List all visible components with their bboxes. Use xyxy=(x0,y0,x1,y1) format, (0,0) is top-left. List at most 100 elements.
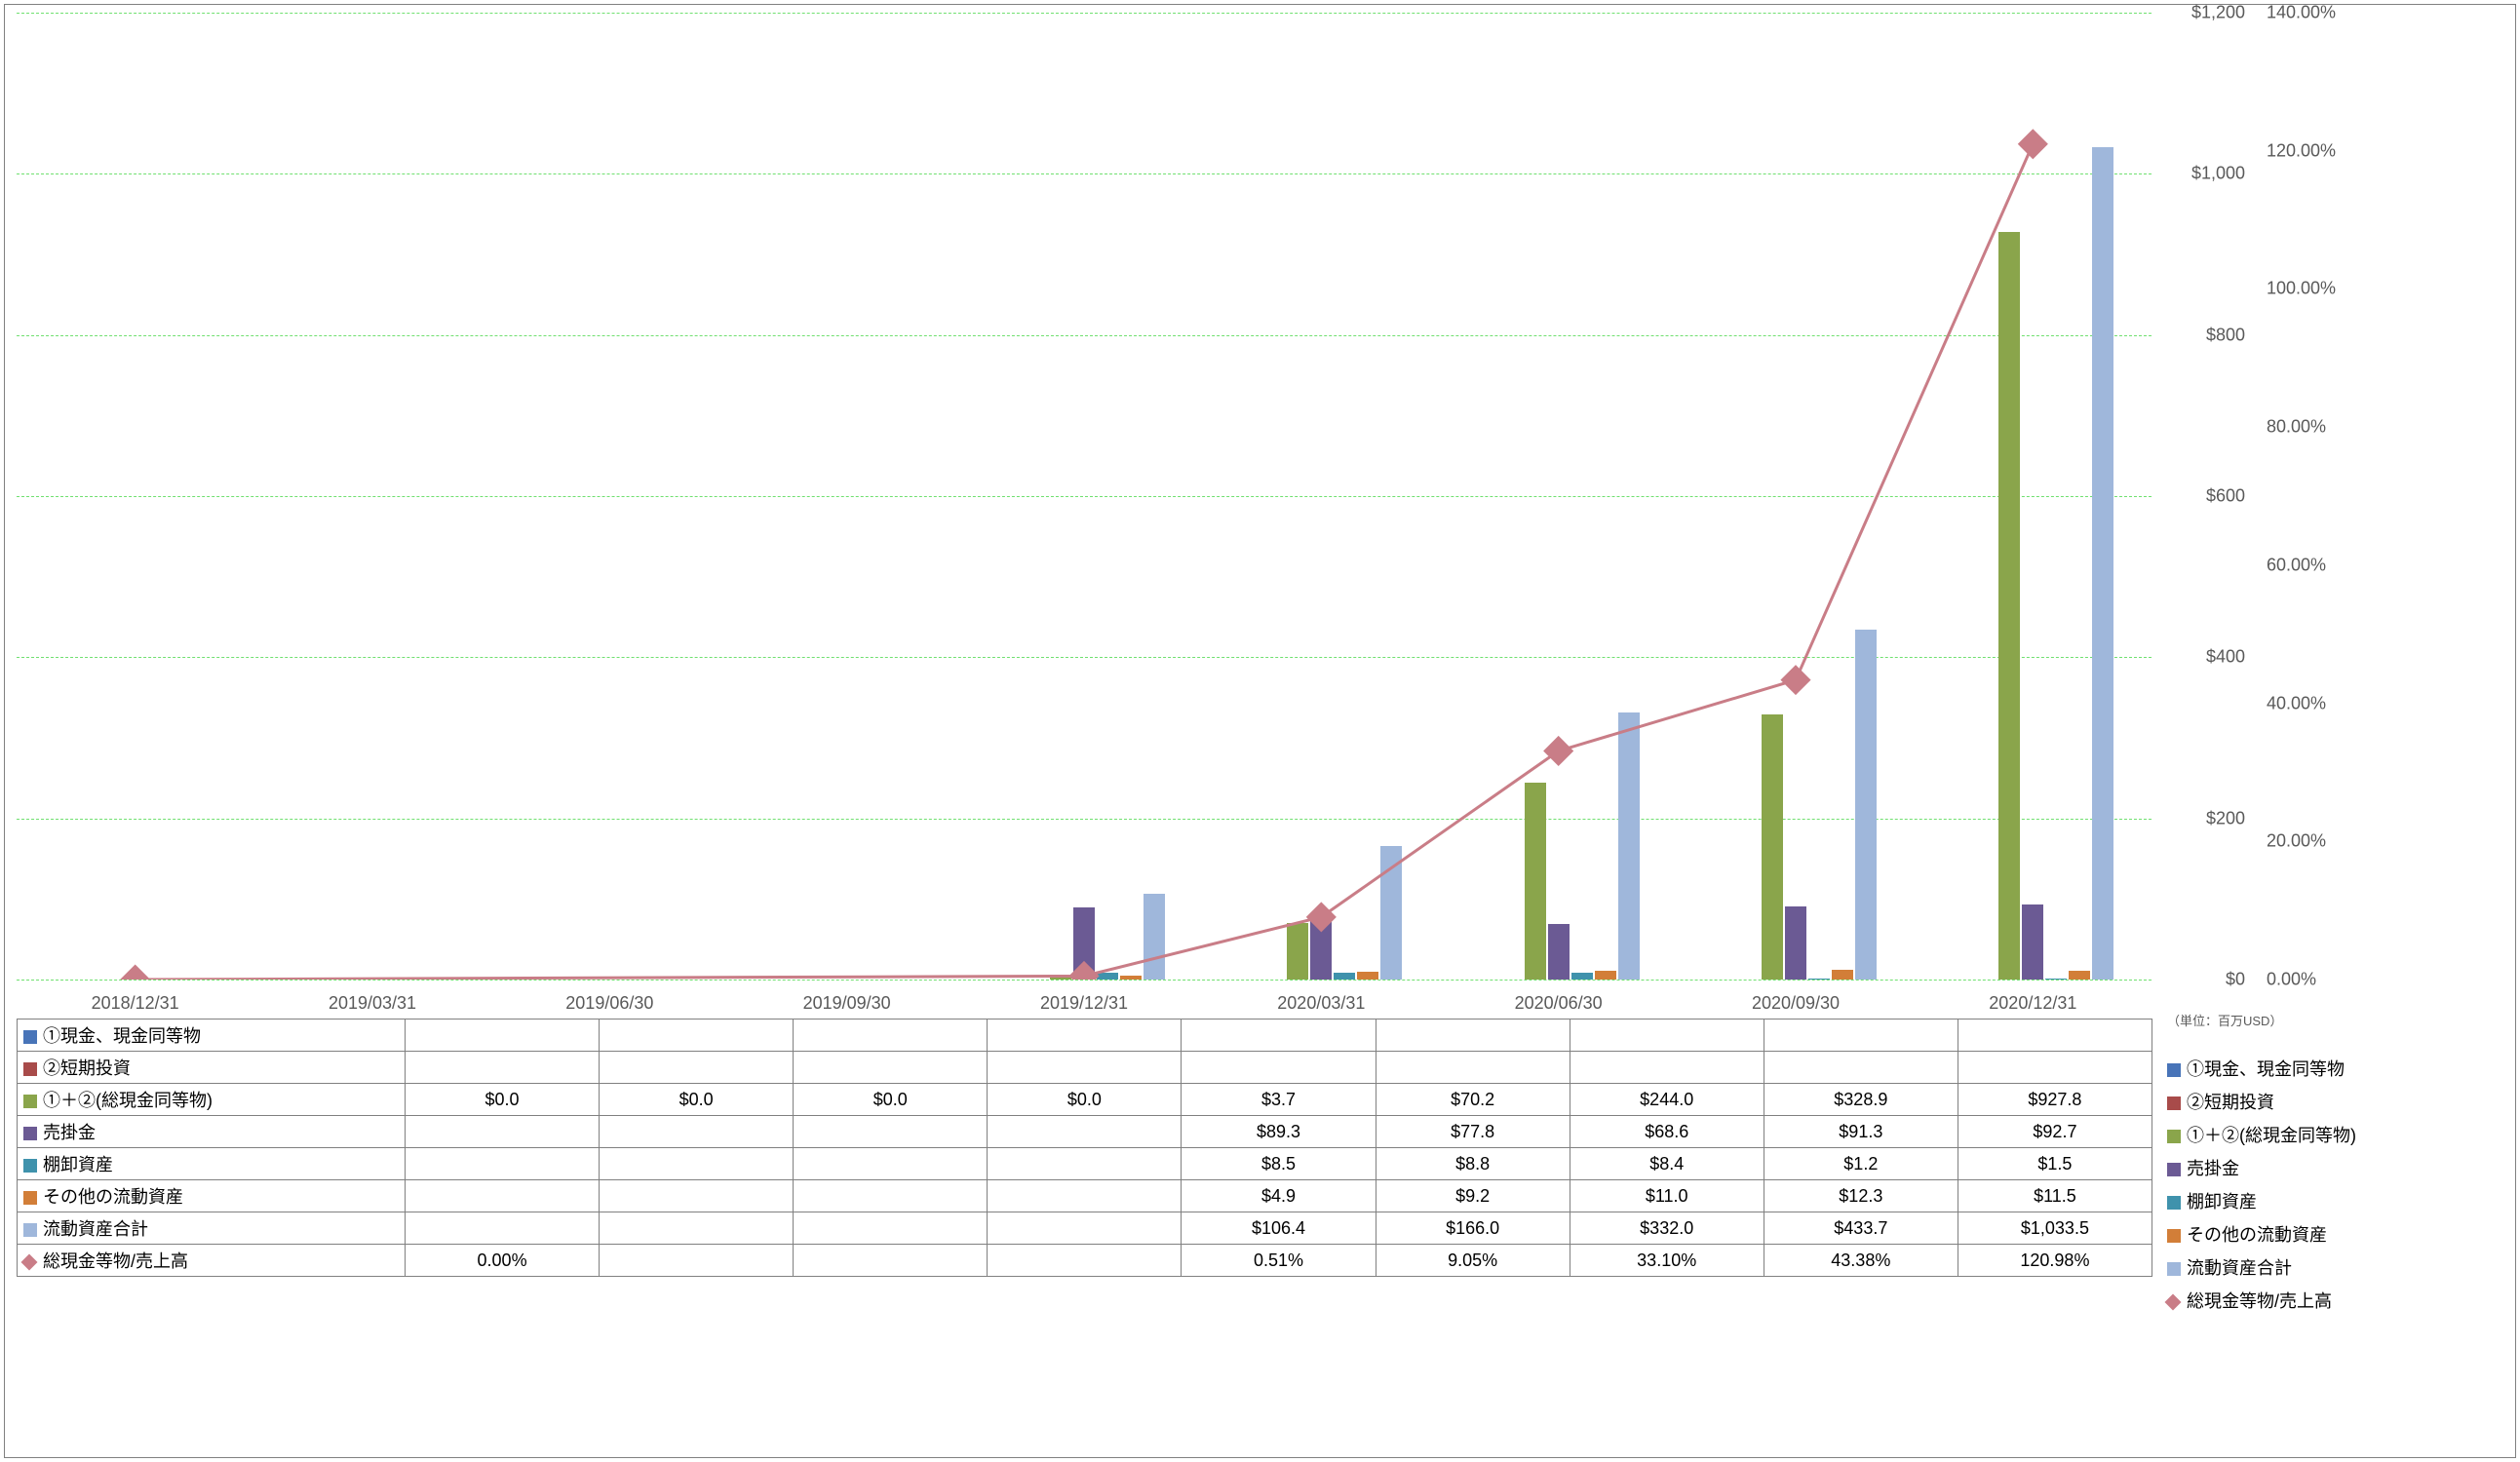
table-cell: $8.8 xyxy=(1376,1148,1570,1180)
bar xyxy=(2092,147,2113,980)
legend-swatch xyxy=(2167,1163,2181,1176)
legend-item: 棚卸資産 xyxy=(2167,1188,2356,1213)
table-cell xyxy=(1182,1020,1376,1052)
row-legend-cell: 流動資産合計 xyxy=(18,1212,406,1245)
y2-tick-label: 120.00% xyxy=(2267,140,2336,161)
legend-item: ①＋②(総現金同等物) xyxy=(2167,1122,2356,1147)
legend-item: その他の流動資産 xyxy=(2167,1221,2356,1247)
table-cell: 33.10% xyxy=(1570,1245,1764,1277)
table-cell: $91.3 xyxy=(1764,1116,1958,1148)
legend-label: 総現金等物/売上高 xyxy=(2187,1291,2332,1311)
bar xyxy=(1144,894,1165,980)
legend-swatch xyxy=(23,1127,37,1140)
table-cell: $12.3 xyxy=(1764,1180,1958,1212)
chart-container: $0$200$400$600$800$1,000$1,2000.00%20.00… xyxy=(4,4,2516,1458)
y2-tick-label: 0.00% xyxy=(2267,970,2316,990)
legend-diamond-icon xyxy=(2165,1294,2182,1311)
table-cell xyxy=(1182,1052,1376,1084)
table-cell xyxy=(794,1245,988,1277)
table-cell xyxy=(406,1212,600,1245)
row-legend-label: ②短期投資 xyxy=(43,1058,131,1078)
x-category-label: 2019/06/30 xyxy=(565,993,653,1014)
legend-diamond-icon xyxy=(21,1254,38,1271)
table-row: ①＋②(総現金同等物)$0.0$0.0$0.0$0.0$3.7$70.2$244… xyxy=(18,1084,2152,1116)
table-cell: $3.7 xyxy=(1182,1084,1376,1116)
y2-tick-label: 20.00% xyxy=(2267,831,2326,852)
bar xyxy=(1998,232,2020,980)
table-row: ①現金、現金同等物 xyxy=(18,1020,2152,1052)
table-cell xyxy=(988,1020,1182,1052)
row-legend-label: 売掛金 xyxy=(43,1123,96,1142)
table-cell: $92.7 xyxy=(1958,1116,2152,1148)
table-cell: $328.9 xyxy=(1764,1084,1958,1116)
bar xyxy=(1595,971,1616,980)
bar xyxy=(2045,979,2067,980)
bar-group xyxy=(1239,13,1403,980)
table-cell xyxy=(794,1148,988,1180)
bar-group xyxy=(765,13,929,980)
table-cell xyxy=(794,1116,988,1148)
y2-tick-label: 100.00% xyxy=(2267,279,2336,299)
table-cell: $0.0 xyxy=(988,1084,1182,1116)
table-cell xyxy=(406,1180,600,1212)
table-cell xyxy=(794,1052,988,1084)
bar xyxy=(1785,906,1806,980)
table-cell xyxy=(600,1245,794,1277)
table-cell: $11.0 xyxy=(1570,1180,1764,1212)
table-row: ②短期投資 xyxy=(18,1052,2152,1084)
legend-item: ②短期投資 xyxy=(2167,1089,2356,1114)
legend-label: ②短期投資 xyxy=(2187,1093,2274,1112)
row-legend-label: ①現金、現金同等物 xyxy=(43,1026,201,1046)
table-cell: $4.9 xyxy=(1182,1180,1376,1212)
bar-group xyxy=(1477,13,1641,980)
legend-item: 総現金等物/売上高 xyxy=(2167,1288,2356,1313)
x-category-label: 2020/12/31 xyxy=(1989,993,2076,1014)
table-cell xyxy=(600,1020,794,1052)
table-cell xyxy=(600,1180,794,1212)
legend-swatch xyxy=(2167,1262,2181,1276)
bar xyxy=(1525,783,1546,980)
table-cell: $166.0 xyxy=(1376,1212,1570,1245)
table-cell: $433.7 xyxy=(1764,1212,1958,1245)
bar xyxy=(1050,977,1071,980)
table-cell xyxy=(1958,1020,2152,1052)
table-cell: $68.6 xyxy=(1570,1116,1764,1148)
table-cell xyxy=(988,1212,1182,1245)
plot-area xyxy=(17,13,2152,980)
legend-swatch xyxy=(23,1095,37,1108)
legend-swatch xyxy=(23,1030,37,1044)
table-cell xyxy=(1764,1052,1958,1084)
table-row: 総現金等物/売上高0.00%0.51%9.05%33.10%43.38%120.… xyxy=(18,1245,2152,1277)
x-category-label: 2019/09/30 xyxy=(803,993,891,1014)
table-cell xyxy=(600,1212,794,1245)
y1-tick-label: $1,000 xyxy=(2167,164,2245,184)
table-cell xyxy=(406,1052,600,1084)
row-legend-label: その他の流動資産 xyxy=(43,1187,183,1207)
y1-tick-label: $800 xyxy=(2167,325,2245,345)
legend-item: ①現金、現金同等物 xyxy=(2167,1056,2356,1081)
bar xyxy=(1832,970,1853,980)
bar xyxy=(1855,630,1877,980)
bar xyxy=(2022,904,2043,980)
table-cell: $0.0 xyxy=(794,1084,988,1116)
table-cell: 0.51% xyxy=(1182,1245,1376,1277)
legend-item: 流動資産合計 xyxy=(2167,1254,2356,1280)
row-legend-cell: その他の流動資産 xyxy=(18,1180,406,1212)
x-category-label: 2020/06/30 xyxy=(1515,993,1603,1014)
data-table: ①現金、現金同等物 ②短期投資 ①＋②(総現金同等物)$0.0$0.0$0.0$0.… xyxy=(17,1019,2152,1277)
bar xyxy=(1548,924,1570,980)
row-legend-cell: 売掛金 xyxy=(18,1116,406,1148)
legend-swatch xyxy=(2167,1130,2181,1143)
table-cell: $1,033.5 xyxy=(1958,1212,2152,1245)
bar xyxy=(1357,972,1378,980)
table-cell: $0.0 xyxy=(600,1084,794,1116)
right-legend: ①現金、現金同等物②短期投資①＋②(総現金同等物)売掛金棚卸資産その他の流動資産… xyxy=(2167,1056,2356,1321)
table-cell: 0.00% xyxy=(406,1245,600,1277)
bar xyxy=(1287,923,1308,980)
table-cell xyxy=(794,1020,988,1052)
table-cell xyxy=(1764,1020,1958,1052)
table-cell: $8.4 xyxy=(1570,1148,1764,1180)
table-cell: $332.0 xyxy=(1570,1212,1764,1245)
table-row: 売掛金$89.3$77.8$68.6$91.3$92.7 xyxy=(18,1116,2152,1148)
table-cell: $11.5 xyxy=(1958,1180,2152,1212)
